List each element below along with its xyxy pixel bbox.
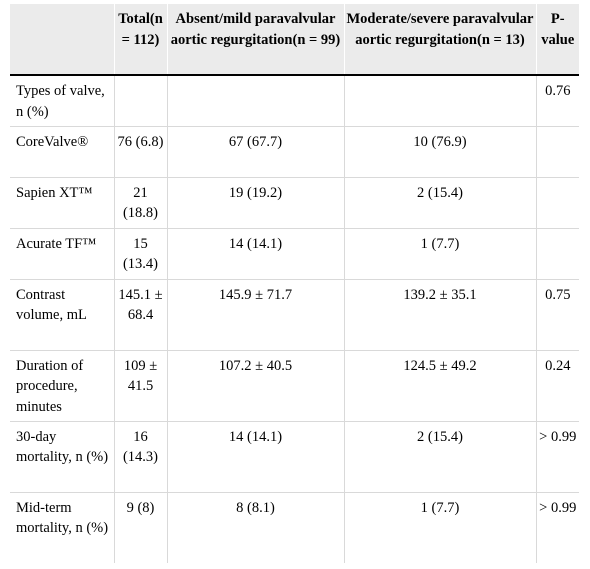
row-label: 30-day mortality, n (%) xyxy=(10,420,114,492)
table-body: Types of valve, n (%) 0.76 CoreValve® 76… xyxy=(10,75,579,563)
cell-total: 9 (8) xyxy=(113,491,167,563)
table-row: Types of valve, n (%) 0.76 xyxy=(10,75,579,126)
cell-moderate-severe: 124.5 ± 49.2 xyxy=(343,349,536,421)
cell-total: 15 (13.4) xyxy=(113,227,167,279)
cell-absent-mild: 14 (14.1) xyxy=(166,227,344,279)
cell-moderate-severe xyxy=(343,75,536,126)
row-label: CoreValve® xyxy=(10,125,114,177)
cell-moderate-severe: 10 (76.9) xyxy=(343,125,536,177)
table-row: Mid-term mortality, n (%) 9 (8) 8 (8.1) … xyxy=(10,491,579,563)
cell-total: 109 ± 41.5 xyxy=(113,349,167,421)
row-label: Duration of procedure, minutes xyxy=(10,349,114,421)
cell-moderate-severe: 2 (15.4) xyxy=(343,420,536,492)
cell-moderate-severe: 1 (7.7) xyxy=(343,227,536,279)
cell-p-value xyxy=(535,176,579,228)
cell-moderate-severe: 1 (7.7) xyxy=(343,491,536,563)
results-table: Total(n = 112) Absent/mild paravalvular … xyxy=(10,4,579,563)
cell-moderate-severe: 139.2 ± 35.1 xyxy=(343,278,536,350)
cell-p-value: > 0.99 xyxy=(535,491,579,563)
cell-p-value xyxy=(535,125,579,177)
cell-total: 21 (18.8) xyxy=(113,176,167,228)
cell-absent-mild: 14 (14.1) xyxy=(166,420,344,492)
table-row: CoreValve® 76 (6.8) 67 (67.7) 10 (76.9) xyxy=(10,125,579,177)
cell-moderate-severe: 2 (15.4) xyxy=(343,176,536,228)
table-header: Total(n = 112) Absent/mild paravalvular … xyxy=(10,4,579,75)
cell-p-value: 0.24 xyxy=(535,349,579,421)
header-cell-moderate-severe: Moderate/severe paravalvular aortic regu… xyxy=(343,4,536,75)
header-cell-total: Total(n = 112) xyxy=(113,4,167,75)
cell-p-value xyxy=(535,227,579,279)
cell-total: 16 (14.3) xyxy=(113,420,167,492)
row-label: Acurate TF™ xyxy=(10,227,114,279)
header-cell-variable xyxy=(10,4,114,75)
cell-p-value: 0.75 xyxy=(535,278,579,350)
cell-total: 76 (6.8) xyxy=(113,125,167,177)
cell-total xyxy=(113,75,167,126)
cell-absent-mild: 145.9 ± 71.7 xyxy=(166,278,344,350)
table-row: Duration of procedure, minutes 109 ± 41.… xyxy=(10,349,579,421)
cell-absent-mild: 107.2 ± 40.5 xyxy=(166,349,344,421)
cell-absent-mild xyxy=(166,75,344,126)
cell-absent-mild: 8 (8.1) xyxy=(166,491,344,563)
cell-absent-mild: 19 (19.2) xyxy=(166,176,344,228)
cell-p-value: 0.76 xyxy=(535,75,579,126)
cell-total: 145.1 ± 68.4 xyxy=(113,278,167,350)
header-cell-p-value: P-value xyxy=(535,4,579,75)
table-row: Contrast volume, mL 145.1 ± 68.4 145.9 ±… xyxy=(10,278,579,350)
table-row: Sapien XT™ 21 (18.8) 19 (19.2) 2 (15.4) xyxy=(10,176,579,228)
cell-absent-mild: 67 (67.7) xyxy=(166,125,344,177)
row-label: Contrast volume, mL xyxy=(10,278,114,350)
row-label: Sapien XT™ xyxy=(10,176,114,228)
cell-p-value: > 0.99 xyxy=(535,420,579,492)
table-row: 30-day mortality, n (%) 16 (14.3) 14 (14… xyxy=(10,420,579,492)
table-row: Acurate TF™ 15 (13.4) 14 (14.1) 1 (7.7) xyxy=(10,227,579,279)
row-label: Types of valve, n (%) xyxy=(16,83,105,120)
row-label: Mid-term mortality, n (%) xyxy=(10,491,114,563)
header-row: Total(n = 112) Absent/mild paravalvular … xyxy=(10,4,579,75)
header-cell-absent-mild: Absent/mild paravalvular aortic regurgit… xyxy=(166,4,344,75)
